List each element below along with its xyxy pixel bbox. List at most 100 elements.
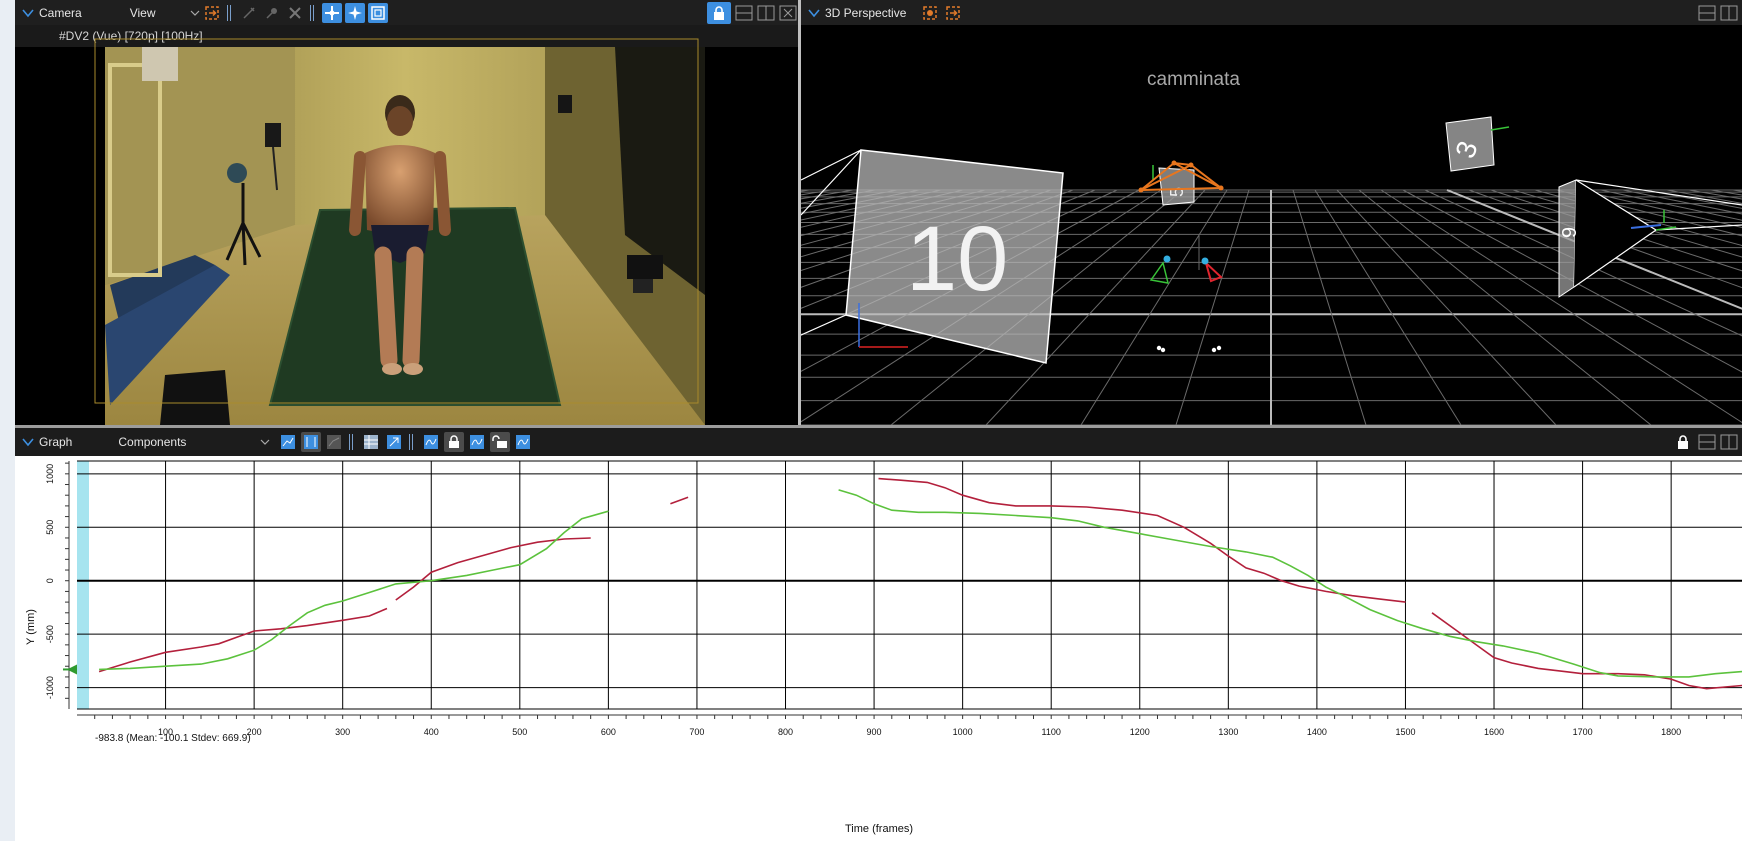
split-horizontal-icon[interactable] [735,4,753,22]
x-tick-label: 300 [335,727,350,737]
split-horizontal-icon[interactable] [1698,4,1716,22]
export-icon [387,435,402,449]
y-tick-label: -1000 [45,676,55,699]
center-view-button[interactable] [920,3,940,23]
range-icon [304,435,319,449]
x-tick-label: 200 [247,727,262,737]
graph-tool-3-button[interactable] [324,432,344,452]
x-tick-label: 1500 [1395,727,1415,737]
line-chart-icon [516,435,531,449]
x-tick-label: 100 [158,727,173,737]
graph-mode-dropdown[interactable]: Components [118,435,270,449]
x-tick-label: 600 [601,727,616,737]
y-tick-label: 0 [45,578,55,583]
tool-disabled-3-button[interactable] [285,3,305,23]
panel-divider[interactable] [15,425,1742,428]
series-line-1 [1431,612,1742,690]
x-tick-label: 800 [778,727,793,737]
wand-icon [243,6,255,19]
y-axis-label: Y (mm) [25,609,37,645]
collapse-chevron-icon[interactable] [21,6,35,20]
camera-image [15,38,801,425]
graph-lock-button[interactable] [1672,432,1694,452]
subject-markers [1149,235,1223,353]
series-toggle-1-button[interactable] [421,432,441,452]
grid-line [1556,189,1742,237]
toolbar-separator [226,4,231,21]
chevron-down-icon [260,439,270,445]
collapse-chevron-icon[interactable] [807,6,821,20]
toolbar-separator [409,434,414,450]
y-tick-label: 500 [45,520,55,535]
perspective-panel-title: 3D Perspective [825,5,907,20]
perspective-view[interactable]: 10 5 3 9 [801,25,1742,425]
view-menu[interactable]: View [130,6,200,20]
split-vertical-icon[interactable] [757,4,775,22]
collapse-chevron-icon[interactable] [21,435,35,449]
grid-line [1175,189,1250,425]
graph-tool-2-button[interactable] [301,432,322,452]
split-vertical-icon[interactable] [1720,4,1738,22]
x-tick-label: 1700 [1573,727,1593,737]
crosshair-icon [324,5,339,20]
zoom-to-fit-button[interactable] [943,3,963,23]
x-tick-label: 1300 [1218,727,1238,737]
vertical-divider[interactable] [798,0,801,425]
line-chart-icon [424,435,439,449]
table-view-button[interactable] [361,432,381,452]
cursor-readout: -983.8 (Mean: -100.1 Stdev: 669.9) [95,733,251,744]
perspective-panel-toolbar: 3D Perspective [801,0,1742,25]
camera-number-9: 9 [1559,227,1581,238]
table-icon [364,435,379,449]
chart-icon [281,435,296,449]
camera-number-10: 10 [906,208,1008,310]
chevron-down-icon [190,10,200,16]
tool-disabled-1-button[interactable] [239,3,259,23]
lock-series-button[interactable] [444,432,465,452]
x-tick-label: 500 [512,727,527,737]
series-line-2 [99,510,609,671]
camera-marker-10: 10 [801,149,1064,364]
graph-tool-1-button[interactable] [278,432,298,452]
series-line-1 [670,496,689,505]
grid-line [1314,189,1462,425]
series-line-1 [878,477,1406,603]
grid-line [1402,189,1742,373]
frame-icon [370,5,385,20]
grid-line [1534,189,1742,247]
lock-button[interactable] [707,1,731,24]
marker-tool-button[interactable] [321,2,342,23]
series-toggle-2-button[interactable] [467,432,487,452]
marker-tool-2-button[interactable] [344,2,365,23]
world-axes [858,303,908,348]
camera-view[interactable]: #DV2 (Vue) [720p] [100Hz] [15,25,801,425]
unlock-icon [492,435,508,448]
grid-line [1292,189,1367,425]
lock-icon [714,5,724,20]
x-tick-label: 400 [424,727,439,737]
export-button[interactable] [384,432,404,452]
split-horizontal-icon[interactable] [1698,433,1716,451]
camera-marker-3: 3 [1445,116,1510,172]
zoom-to-fit-button[interactable] [202,3,222,23]
split-vertical-icon[interactable] [1720,433,1738,451]
close-icon[interactable] [779,4,797,22]
series-toggle-3-button[interactable] [513,432,533,452]
lock-icon [1678,435,1688,449]
overlay-toggle-button[interactable] [367,2,388,23]
graph-plot-area[interactable]: 100 200 300 400 500 600 700 800 900 1000 1100 1200 1… [15,456,1742,841]
series-line-1 [98,607,388,673]
grid-line [1336,189,1557,425]
x-tick-label: 700 [689,727,704,737]
x-tick-label: 1200 [1130,727,1150,737]
camera-number-5: 5 [1167,187,1187,197]
left-edge-gutter [0,0,15,841]
grid-line [1446,189,1742,310]
graph-panel-toolbar: Graph Components [15,428,1742,456]
cursor-band [77,461,89,709]
tool-disabled-2-button[interactable] [262,3,282,23]
camera-panel-title: Camera [39,5,82,20]
components-chart[interactable]: 100 200 300 400 500 600 700 800 900 1000 1100 1200 1… [15,456,1742,841]
unlock-series-button[interactable] [490,432,511,452]
grid-line [1358,189,1652,425]
